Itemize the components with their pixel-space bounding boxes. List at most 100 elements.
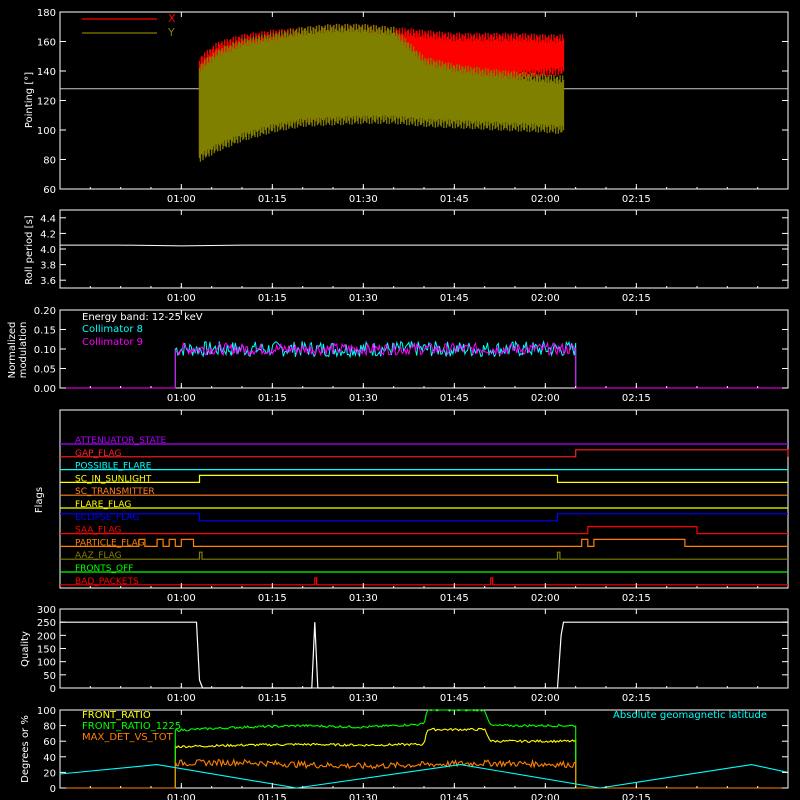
- legend-label-geomagnetic-latitude: Absolute geomagnetic latitude: [613, 710, 767, 721]
- legend-label-x: X: [168, 12, 176, 25]
- y-tick-label: 50: [43, 671, 56, 682]
- flags-panel: Flags ATTENUATOR_STATE GAP_FLAG POSSIBLE_F…: [34, 409, 789, 604]
- flag-label: PARTICLE_FLAG: [75, 538, 145, 548]
- flags-axes: 01:00 01:15 01:30 01:45 02:00 02:15: [59, 410, 789, 604]
- x-tick-label: 01:45: [440, 793, 469, 800]
- y-tick-label: 100: [37, 706, 56, 717]
- x-tick-label: 02:15: [622, 194, 651, 205]
- modulation-series-collimator-8: [60, 340, 788, 389]
- x-tick-label: 01:00: [167, 393, 196, 404]
- flag-line-saa-flag: [60, 526, 788, 535]
- y-tick-label: 3.8: [40, 261, 56, 272]
- y-tick-label: 0.20: [34, 306, 56, 317]
- ratios-series-group: [59, 709, 789, 789]
- ratio-series-front-ratio-1225: [60, 709, 788, 789]
- x-tick-label: 01:45: [440, 693, 469, 704]
- x-tick-label: 02:15: [622, 593, 651, 604]
- y-tick-label: 300: [37, 605, 56, 616]
- x-tick-label: 01:45: [440, 393, 469, 404]
- x-tick-label: 01:00: [167, 194, 196, 205]
- y-tick-label: 0.05: [34, 365, 56, 376]
- quality-panel: Quality 01:00 01:15 01:30 01:45 02:00 02:15 0 5…: [20, 605, 789, 704]
- pointing-ylabel: Pointing [°]: [24, 72, 35, 128]
- x-tick-label: 02:15: [622, 793, 651, 800]
- pointing-panel: Pointing [°] 01:00 01:15 01:30 01:45 02:00 02…: [24, 8, 789, 205]
- y-tick-label: 60: [43, 737, 56, 748]
- flag-line-eclipse-flag: [60, 513, 788, 522]
- x-tick-label: 01:30: [349, 793, 378, 800]
- legend-label-y: Y: [167, 26, 175, 39]
- x-tick-label: 02:15: [622, 693, 651, 704]
- y-tick-label: 0: [50, 784, 56, 795]
- x-tick-label: 01:00: [167, 293, 196, 304]
- flag-label: FRONTS_OFF: [75, 564, 133, 574]
- legend-label-front-ratio: FRONT_RATIO: [82, 710, 151, 721]
- x-tick-label: 01:00: [167, 593, 196, 604]
- ratios-axes: 01:00 01:15 01:30 01:45 02:00 02:15 0 20 40 60 80 1…: [37, 706, 789, 800]
- modulation-ylabel-line1: Normalized: [7, 322, 18, 379]
- ratio-series-front-ratio: [60, 727, 788, 789]
- y-tick-label: 140: [37, 67, 56, 78]
- flag-label: GAP_FLAG: [75, 449, 121, 459]
- roll-period-series-group: [60, 244, 788, 247]
- y-tick-label: 0.10: [34, 345, 56, 356]
- flag-label: AAZ_FLAG: [75, 551, 122, 561]
- x-tick-label: 02:00: [531, 793, 560, 800]
- y-tick-label: 100: [37, 126, 56, 137]
- pointing-series-y: [198, 23, 565, 162]
- y-tick-label: 100: [37, 658, 56, 669]
- modulation-series-collimator-9: [60, 341, 788, 389]
- roll-period-panel: Roll period [s] 01:00 01:15 01:30 01:45 02:0…: [24, 209, 789, 304]
- x-tick-label: 01:45: [440, 293, 469, 304]
- x-tick-label: 02:00: [531, 693, 560, 704]
- x-tick-label: 01:00: [167, 793, 196, 800]
- modulation-ylabel-line2: modulation: [18, 322, 29, 379]
- flag-label: BAD_PACKETS: [75, 577, 139, 587]
- x-tick-label: 02:00: [531, 393, 560, 404]
- x-tick-label: 01:15: [258, 393, 287, 404]
- flag-label: SC_TRANSMITTER: [75, 487, 155, 497]
- quality-series-group: [60, 621, 788, 689]
- y-tick-label: 180: [37, 8, 56, 19]
- x-tick-label: 01:15: [258, 793, 287, 800]
- ratio-series-absolute-geomagnetic-latitude: [59, 764, 789, 789]
- ratios-ylabel: Degrees or %: [20, 715, 31, 783]
- y-tick-label: 0.00: [34, 384, 56, 395]
- flag-line-sc-in-sunlight: [60, 474, 788, 483]
- flag-label: POSSIBLE_FLARE: [75, 462, 152, 472]
- x-tick-label: 01:15: [258, 293, 287, 304]
- flag-line-bad-packets: [60, 577, 788, 586]
- y-tick-label: 250: [37, 618, 56, 629]
- legend-label-collimator-9: Collimator 9: [82, 337, 143, 348]
- x-tick-label: 01:30: [349, 293, 378, 304]
- y-tick-label: 0.15: [34, 326, 56, 337]
- modulation-series-group: [60, 340, 788, 389]
- x-tick-label: 01:00: [167, 693, 196, 704]
- energy-band-annotation: Energy band: 12-25 keV: [82, 312, 203, 323]
- x-tick-label: 02:00: [531, 194, 560, 205]
- flag-line-gap-flag: [60, 449, 789, 458]
- flags-series-group: ATTENUATOR_STATE GAP_FLAG POSSIBLE_FLARE SC…: [60, 436, 789, 587]
- pointing-series-group: [60, 23, 788, 162]
- x-tick-label: 01:15: [258, 593, 287, 604]
- flag-label: SAA_FLAG: [75, 526, 121, 536]
- quality-ylabel: Quality: [20, 631, 31, 667]
- y-tick-label: 80: [43, 722, 56, 733]
- roll-period-axes: 01:00 01:15 01:30 01:45 02:00 02:15 3.6 3.8 4.0 4…: [40, 210, 789, 304]
- y-tick-label: 40: [43, 753, 56, 764]
- y-tick-label: 3.6: [40, 276, 56, 287]
- flag-label: SC_IN_SUNLIGHT: [75, 474, 152, 484]
- quality-axes: 01:00 01:15 01:30 01:45 02:00 02:15 0 50 100 150 2…: [37, 605, 789, 704]
- x-tick-label: 01:30: [349, 693, 378, 704]
- flag-line-aaz-flag: [60, 551, 788, 560]
- roll-period-ylabel: Roll period [s]: [24, 215, 35, 284]
- y-tick-label: 0: [50, 684, 56, 695]
- legend-label-front-ratio-1225: FRONT_RATIO_1225: [82, 721, 181, 732]
- flag-label: FLARE_FLAG: [75, 500, 131, 510]
- x-tick-label: 01:15: [258, 194, 287, 205]
- x-tick-label: 02:15: [622, 393, 651, 404]
- flag-line-particle-flag: [60, 538, 788, 547]
- legend-label-max-det-vs-tot: MAX_DET_VS_TOT: [82, 732, 174, 743]
- y-tick-label: 200: [37, 631, 56, 642]
